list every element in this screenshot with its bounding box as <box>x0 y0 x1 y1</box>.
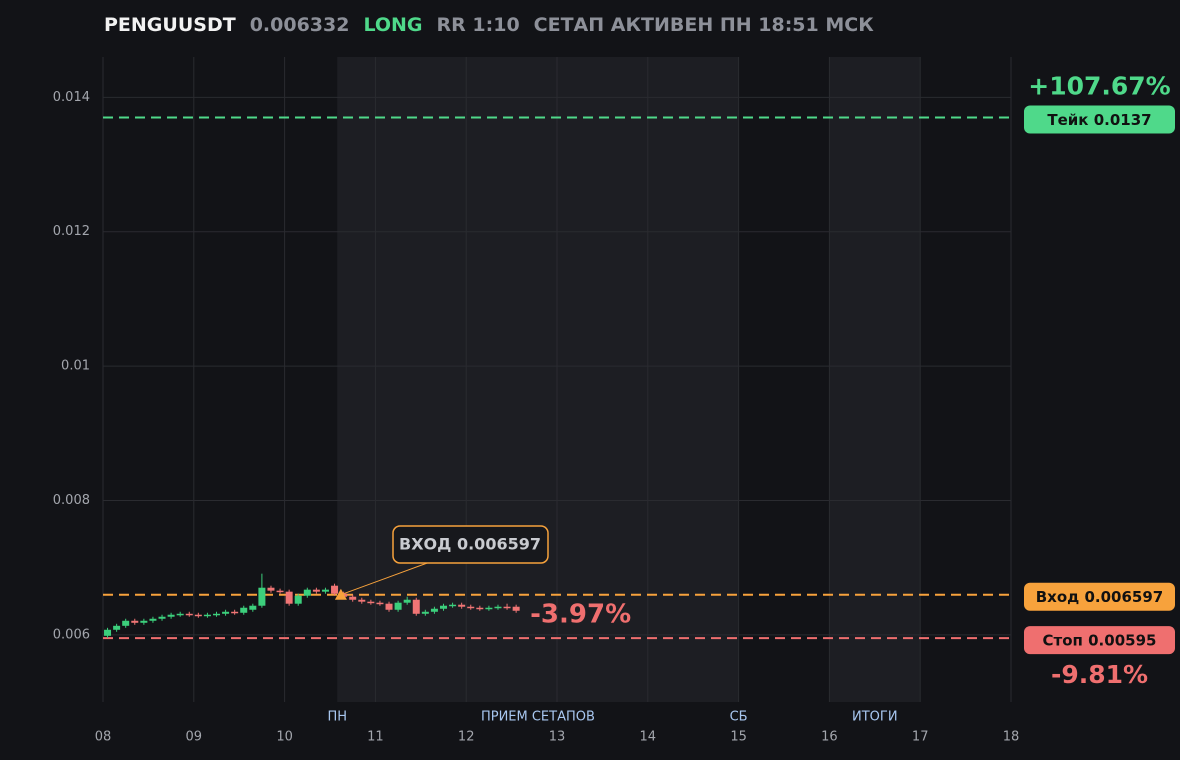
candle-body <box>412 599 420 614</box>
x-tick-label: 14 <box>640 730 657 745</box>
session-label: ИТОГИ <box>852 710 898 725</box>
level-badge <box>1024 626 1175 655</box>
x-tick-label: 12 <box>458 730 475 745</box>
candle-body <box>149 618 157 621</box>
y-tick-label: 0.012 <box>53 224 90 239</box>
candle-body <box>176 613 184 616</box>
level-pct: +107.67% <box>1028 71 1170 100</box>
candle-body <box>403 599 411 603</box>
candle-body <box>185 613 193 616</box>
candle-body <box>485 607 493 610</box>
candle-body <box>367 601 375 604</box>
candle-body <box>449 604 457 607</box>
level-badge <box>1024 105 1175 134</box>
y-tick-label: 0.014 <box>53 90 90 105</box>
level-label: Стоп 0.00595 <box>1043 632 1157 650</box>
candle-body <box>394 602 402 610</box>
candle-body <box>321 589 329 592</box>
candle-body <box>104 629 112 636</box>
rr: RR 1:10 <box>436 14 520 36</box>
candle-body <box>440 605 447 609</box>
x-tick-label: 08 <box>95 730 112 745</box>
side: LONG <box>363 14 423 36</box>
candle-body <box>294 595 302 604</box>
candle-body <box>140 620 148 623</box>
session-end-label: СБ <box>730 710 748 725</box>
entry-marker <box>334 588 347 600</box>
header: PENGUUSDT 0.006332 LONG RR 1:10 СЕТАП АК… <box>104 14 874 36</box>
candle-body <box>231 611 239 614</box>
candle-body <box>467 606 475 609</box>
candle-body <box>167 614 175 617</box>
x-tick-label: 10 <box>276 730 293 745</box>
candle-body <box>276 590 284 593</box>
level-label: Вход 0.006597 <box>1036 588 1164 606</box>
candle-body <box>222 611 230 614</box>
status: СЕТАП АКТИВЕН ПН 18:51 МСК <box>533 14 874 36</box>
candle-body <box>122 620 130 626</box>
session-start-label: ПН <box>327 710 347 725</box>
level-label: Тейк 0.0137 <box>1047 111 1151 129</box>
candle-body <box>421 611 429 614</box>
candle-body <box>249 605 257 610</box>
symbol: PENGUUSDT <box>104 14 236 36</box>
candle-body <box>349 596 357 600</box>
candle-body <box>331 585 339 594</box>
callout-line <box>340 561 431 596</box>
candle-body <box>113 625 121 630</box>
candle-body <box>285 591 293 604</box>
candle-body <box>512 606 520 611</box>
y-tick-label: 0.008 <box>53 493 90 508</box>
x-tick-label: 11 <box>367 730 384 745</box>
candle-body <box>267 587 275 591</box>
candle-body <box>376 602 384 605</box>
candle-body <box>458 604 466 607</box>
candle-body <box>430 608 438 612</box>
candle-body <box>385 603 393 610</box>
x-tick-label: 16 <box>821 730 838 745</box>
candle-body <box>503 606 511 609</box>
candle-body <box>494 606 502 609</box>
candle-body <box>258 587 266 606</box>
level-pct: -9.81% <box>1051 660 1148 689</box>
candle-body <box>158 616 166 619</box>
callout-label: ВХОД 0.006597 <box>399 535 541 554</box>
candle-body <box>203 614 211 617</box>
price: 0.006332 <box>249 14 350 36</box>
candle-body <box>213 613 220 616</box>
candle-body <box>131 620 139 623</box>
candle-body <box>303 589 311 596</box>
x-tick-label: 09 <box>186 730 203 745</box>
candle-body <box>240 607 248 613</box>
current-pnl: -3.97% <box>530 599 631 629</box>
y-tick-label: 0.006 <box>53 627 90 642</box>
session-label: ПРИЕМ СЕТАПОВ <box>481 710 595 725</box>
x-tick-label: 18 <box>1003 730 1020 745</box>
x-tick-label: 13 <box>549 730 566 745</box>
level-badge <box>1024 582 1175 611</box>
callout-box <box>392 525 549 564</box>
y-tick-label: 0.01 <box>61 359 90 374</box>
x-tick-label: 17 <box>912 730 929 745</box>
x-tick-label: 15 <box>730 730 747 745</box>
candle-body <box>358 599 366 602</box>
candle-body <box>312 589 320 592</box>
candle-body <box>194 614 202 617</box>
candle-body <box>476 607 484 610</box>
session-shade <box>829 57 921 702</box>
